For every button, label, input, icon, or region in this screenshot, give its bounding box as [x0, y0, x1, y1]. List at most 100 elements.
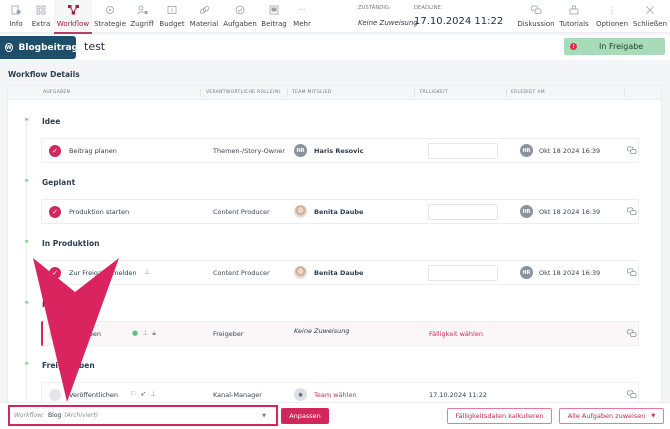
user-lock-icon — [136, 4, 148, 16]
avatar: HR — [520, 205, 533, 218]
nav-mehr[interactable]: ··· Mehr — [293, 6, 311, 28]
nav-material[interactable]: Material — [188, 0, 220, 33]
deadline-label: DEADLINE: — [414, 5, 443, 11]
pin-icon[interactable]: ⊥ — [144, 268, 151, 276]
nav-beitrag[interactable]: Beitrag — [259, 0, 289, 33]
deadline-value[interactable]: 17.10.2024 11:22 — [414, 16, 504, 27]
choose-due-date-link[interactable]: Fälligkeit wählen — [429, 330, 483, 338]
chat-icon — [530, 4, 542, 16]
due-date[interactable]: 17.10.2024 11:22 — [429, 391, 488, 399]
comment-icon[interactable] — [627, 329, 637, 340]
content-type-badge: W Blogbeitrag — [0, 36, 78, 59]
caret-down-icon: ▼ — [651, 413, 656, 419]
unchecked-icon[interactable] — [49, 389, 61, 401]
rocket-icon: ➶ — [140, 390, 147, 398]
target-icon — [104, 4, 116, 16]
budget-icon — [166, 4, 178, 16]
info-doc-icon — [10, 4, 22, 16]
role: Content Producer — [213, 208, 270, 216]
group-title: Geplant — [42, 178, 76, 187]
task-icons: ● ⊥ 🔒︎ — [132, 329, 156, 338]
avatar — [294, 266, 307, 279]
table-header: AUFGABEN VERANTWORTLICHE ROLLE(N) TEAM M… — [8, 86, 661, 100]
team-member[interactable]: Benita Daube — [294, 266, 363, 279]
table-row: ✓ Zur Freigabe melden ⊥ Content Producer… — [41, 260, 639, 285]
calculate-due-dates-button[interactable]: Fälligkeitsdaten kalkulieren — [447, 408, 552, 424]
column-header: AUFGABEN — [43, 90, 71, 95]
nav-tutorials[interactable]: Tutorials — [558, 0, 590, 33]
approved-icon: ● — [132, 329, 139, 337]
team-member[interactable]: HR Haris Resovic — [294, 144, 363, 157]
avatar: HR — [520, 144, 533, 157]
role: Themen-/Story-Owner — [213, 147, 285, 155]
nav-zugriff[interactable]: Zugriff — [128, 0, 156, 33]
unchecked-icon[interactable] — [49, 328, 61, 340]
nav-strategie[interactable]: Strategie — [93, 0, 127, 33]
flag-icon: ⚑ — [24, 239, 30, 246]
lock-icon: 🔒︎ — [152, 329, 156, 337]
column-header: TEAM MITGLIED — [292, 90, 332, 95]
task-icons: ⊥ — [144, 268, 150, 276]
task-name[interactable]: Produktion starten — [69, 208, 130, 216]
nav-budget[interactable]: Budget — [158, 0, 186, 33]
more-icon: ··· — [298, 6, 306, 14]
checkered-flag-icon: ⚐ — [130, 390, 137, 398]
role: Content Producer — [213, 269, 270, 277]
assign-all-tasks-button[interactable]: Alle Aufgaben zuweisen ▼ — [559, 408, 664, 424]
pin-icon[interactable]: ⊥ — [150, 390, 157, 398]
comment-icon[interactable] — [627, 268, 637, 279]
task-name[interactable]: Veröffentlichen — [69, 391, 119, 399]
column-header: FÄLLIGKEIT — [420, 90, 448, 95]
grid-icon — [35, 4, 47, 16]
nav-schliessen[interactable]: Schließen — [632, 0, 668, 33]
section-title: Workflow Details — [8, 70, 80, 79]
team-member[interactable]: Benita Daube — [294, 205, 363, 218]
page-title[interactable]: test — [84, 40, 106, 53]
completed-at: HR Okt 18 2024 16:39 — [520, 144, 600, 157]
flag-icon: ⚑ — [24, 300, 30, 307]
completed-at: HR Okt 18 2024 16:39 — [520, 205, 600, 218]
table-row: ✓ Produktion starten Content Producer Be… — [41, 199, 639, 224]
task-name[interactable]: Zur Freigabe melden — [69, 269, 137, 277]
check-circle-icon — [234, 4, 246, 16]
assignee-value[interactable]: Keine Zuweisung — [358, 19, 418, 27]
task-name[interactable]: Freigeben — [69, 330, 101, 338]
table-row-active: Freigeben ● ⊥ 🔒︎ Freigeber Keine Zuweisu… — [41, 321, 639, 346]
team-member[interactable]: Keine Zuweisung — [294, 327, 350, 335]
comment-icon[interactable] — [627, 207, 637, 218]
nav-info[interactable]: Info — [4, 0, 28, 33]
table-row: ✓ Beitrag planen Themen-/Story-Owner HR … — [41, 138, 639, 163]
due-date-input[interactable] — [428, 204, 498, 220]
column-header: ERLEDIGT AM — [511, 90, 545, 95]
tutorial-icon — [568, 4, 580, 16]
nav-diskussion[interactable]: Diskussion — [517, 0, 555, 33]
comment-icon[interactable] — [627, 146, 637, 157]
checked-icon[interactable]: ✓ — [49, 206, 61, 218]
avatar: HR — [294, 144, 307, 157]
user-placeholder-icon: ● — [294, 388, 307, 401]
team-member[interactable]: ● Team wählen — [294, 388, 357, 401]
role: Kanal-Manager — [213, 391, 262, 399]
pin-icon[interactable]: ⊥ — [142, 329, 149, 337]
checked-icon[interactable]: ✓ — [49, 267, 61, 279]
status-button[interactable]: ! In Freigabe — [564, 38, 665, 55]
nav-extra[interactable]: Extra — [28, 0, 54, 33]
role: Freigeber — [213, 330, 244, 338]
adjust-button[interactable]: Anpassen — [281, 408, 329, 424]
task-name[interactable]: Beitrag planen — [69, 147, 117, 155]
avatar — [294, 205, 307, 218]
due-date-input[interactable] — [428, 143, 498, 159]
caret-down-icon: ▼ — [262, 413, 266, 419]
nav-workflow[interactable]: Workflow — [54, 0, 92, 34]
nav-optionen[interactable]: ⋮ Optionen — [595, 5, 629, 29]
due-date-input[interactable] — [428, 265, 498, 281]
kebab-icon: ⋮ — [608, 5, 616, 15]
comment-icon[interactable] — [627, 390, 637, 401]
column-header: VERANTWORTLICHE ROLLE(N) — [206, 90, 281, 95]
flag-icon: ⚑ — [24, 117, 30, 124]
alert-icon: ! — [570, 43, 577, 50]
workflow-select[interactable]: Workflow: Blog (Archiviert) ▼ — [8, 405, 278, 426]
nav-aufgaben[interactable]: Aufgaben — [222, 0, 258, 33]
checked-icon[interactable]: ✓ — [49, 145, 61, 157]
